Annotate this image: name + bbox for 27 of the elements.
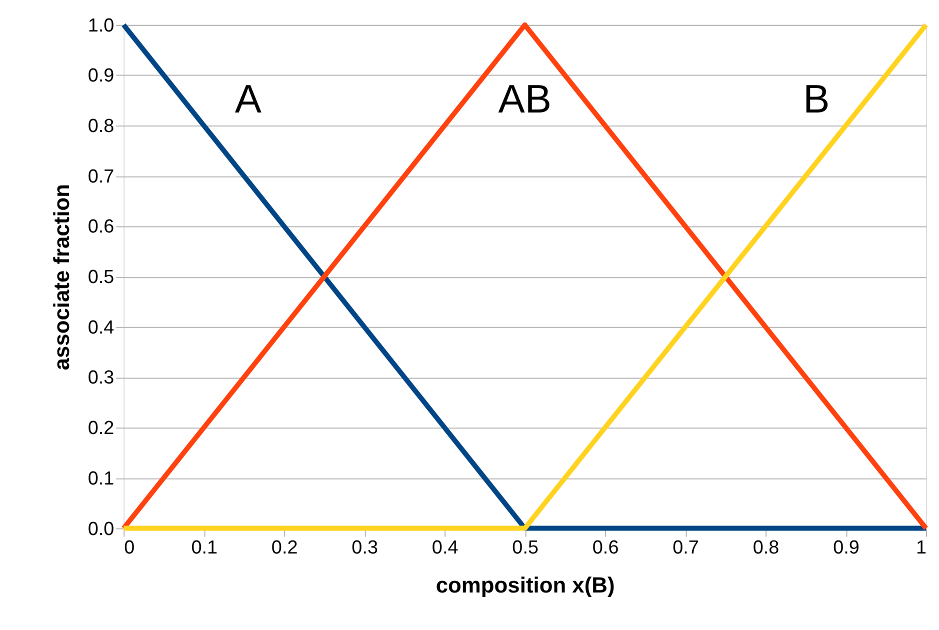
series-label: B — [803, 77, 830, 122]
y-tick-label: 0.2 — [88, 418, 114, 440]
x-tick-label: 0.2 — [271, 538, 298, 559]
x-tick-label: 0.9 — [833, 538, 860, 559]
y-tick-label: 0.6 — [88, 216, 114, 238]
y-tick-label: 0.1 — [88, 468, 114, 490]
y-tick-label: 0.9 — [88, 66, 114, 87]
x-tick-label: 0.6 — [592, 538, 619, 559]
y-axis-title: associate fraction — [48, 184, 74, 370]
x-tick-label: 0.8 — [752, 538, 780, 559]
x-tick-label: 0.4 — [432, 538, 458, 559]
x-axis-title: composition x(B) — [436, 572, 615, 598]
x-tick-label: 0.3 — [352, 538, 378, 559]
x-tick-label: 0 — [124, 538, 135, 559]
x-tick-label: 1 — [916, 538, 927, 559]
y-tick-label: 0.4 — [88, 317, 114, 338]
series-label: AB — [498, 77, 552, 122]
x-tick-label: 0.5 — [512, 538, 538, 559]
y-tick-label: 0.5 — [88, 267, 114, 288]
y-tick-label: 0.0 — [88, 518, 114, 540]
y-tick-label: 0.7 — [88, 166, 114, 188]
x-tick-label: 0.7 — [672, 538, 699, 559]
y-tick-label: 0.3 — [88, 368, 114, 389]
y-tick-label: 0.8 — [88, 116, 114, 138]
y-tick-label: 1.0 — [88, 15, 114, 36]
series-label: A — [234, 77, 262, 122]
x-tick-label: 0.1 — [191, 538, 218, 559]
